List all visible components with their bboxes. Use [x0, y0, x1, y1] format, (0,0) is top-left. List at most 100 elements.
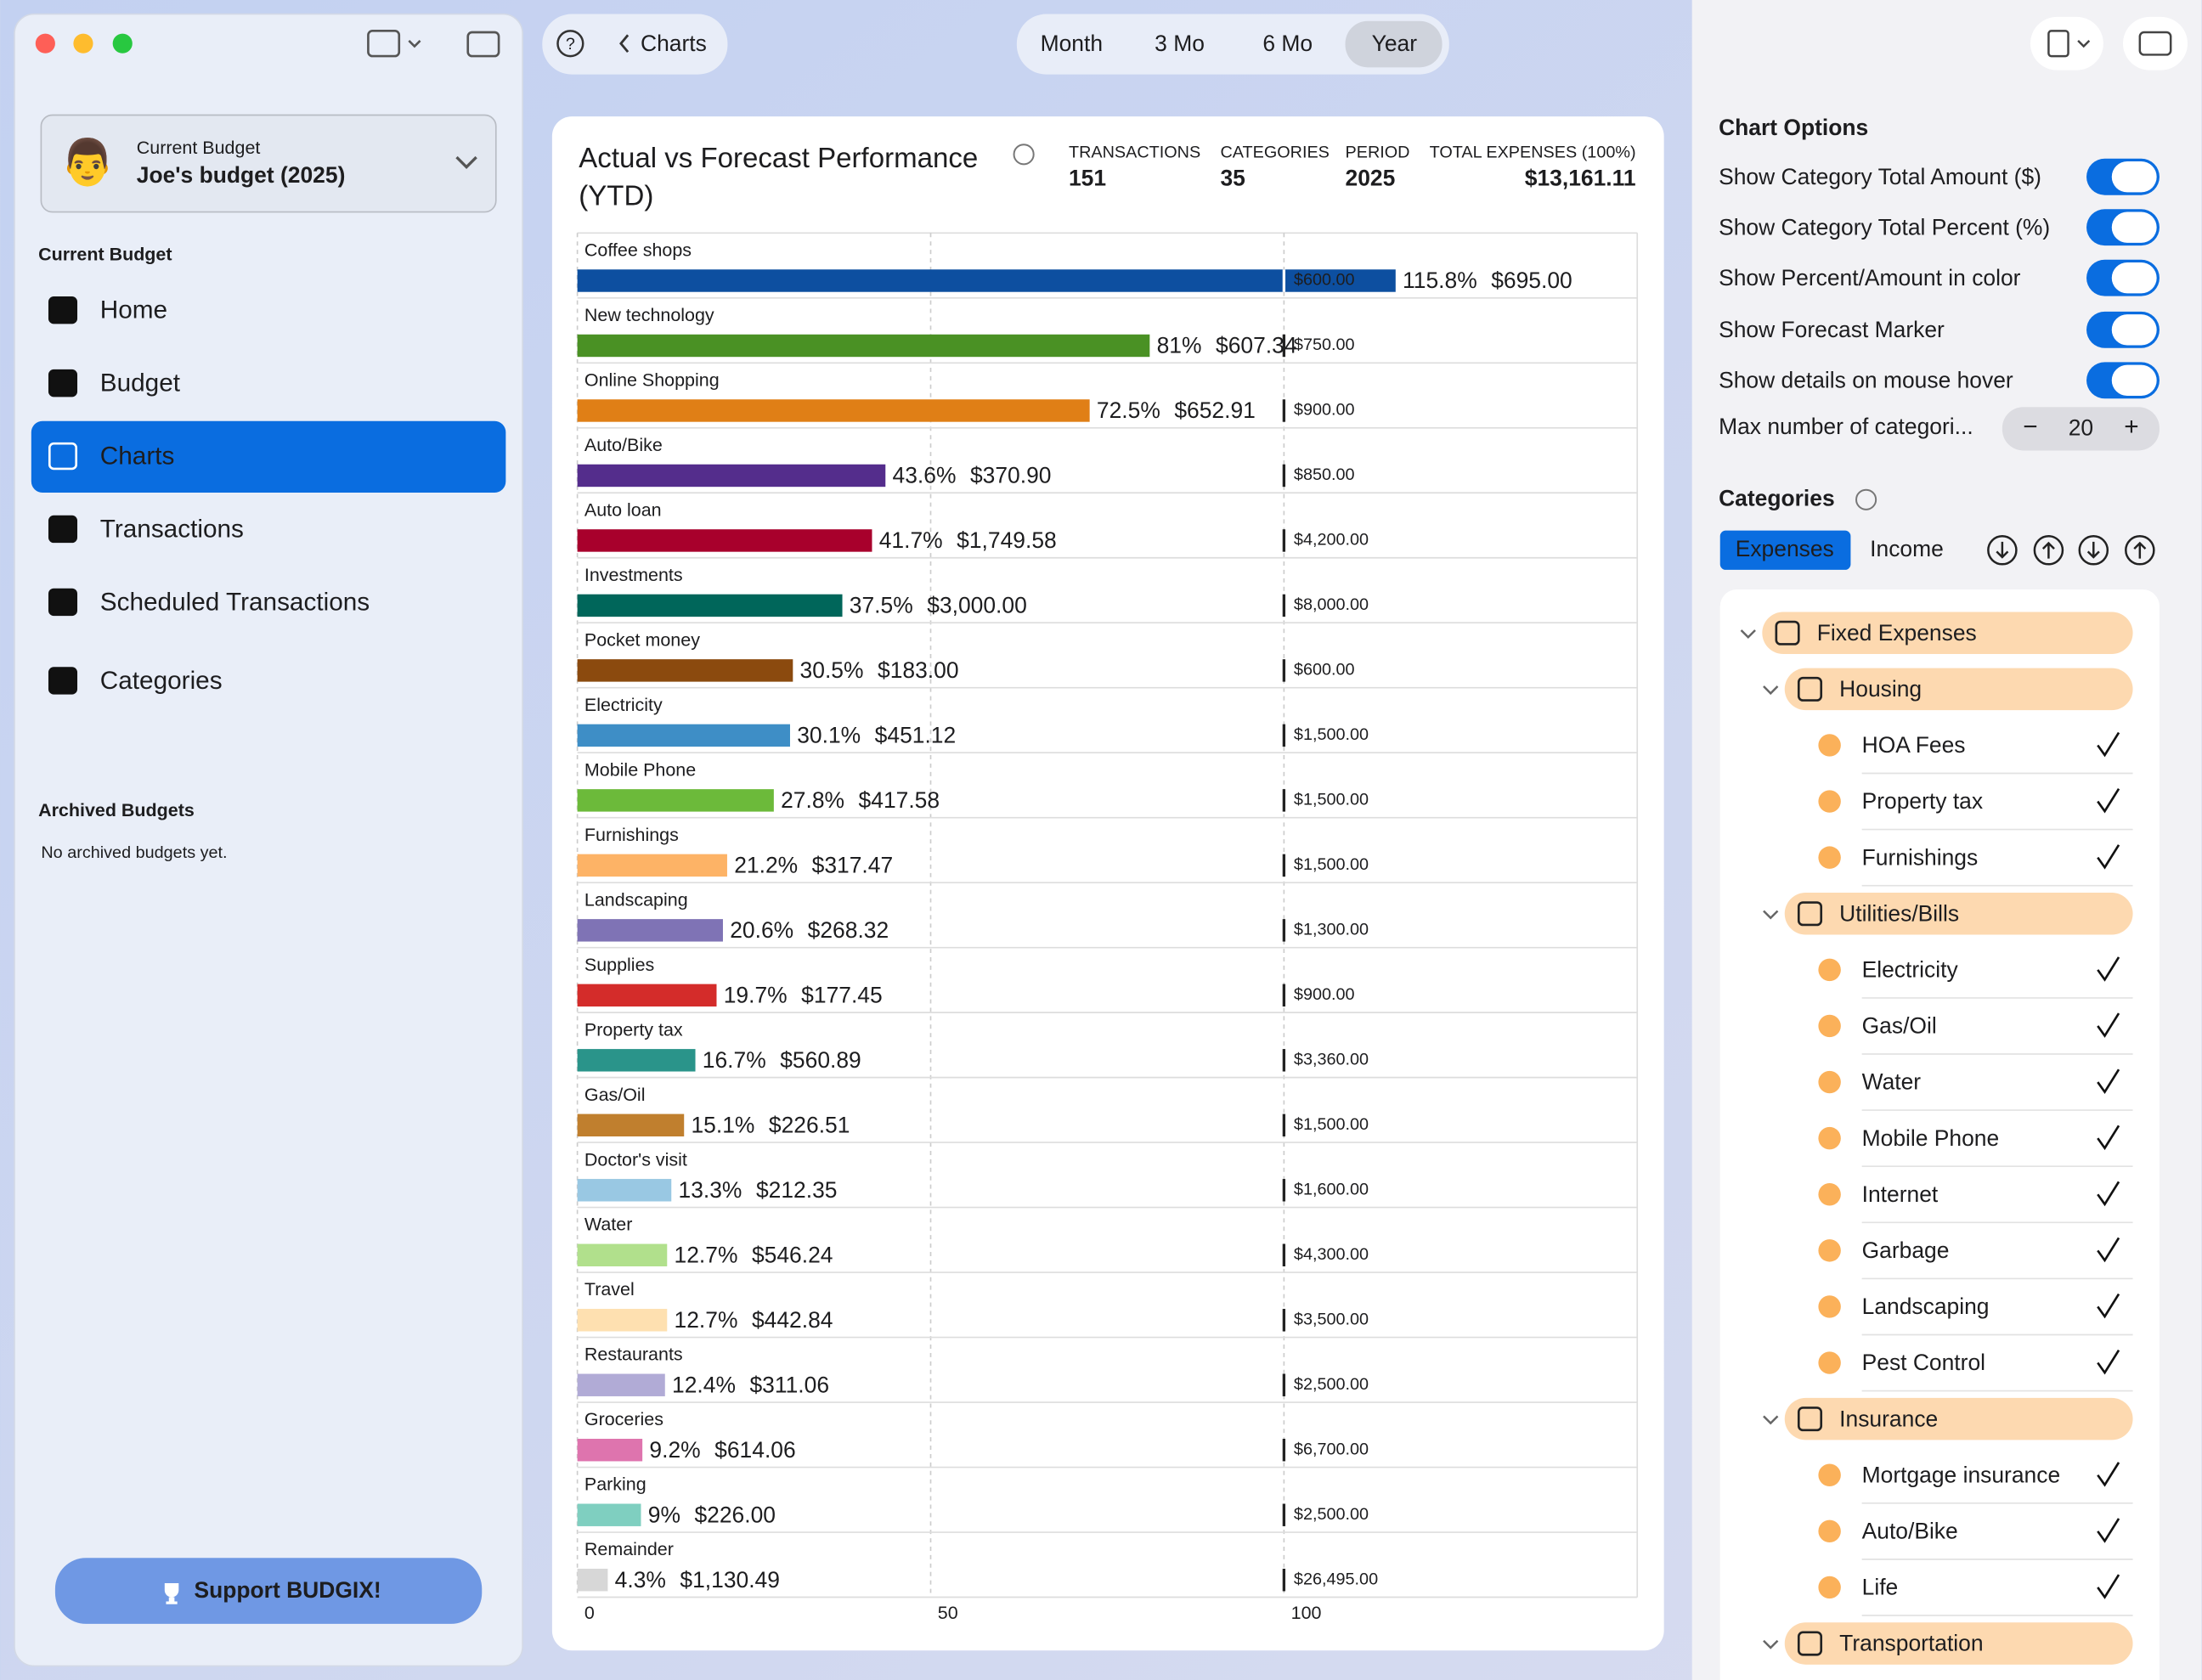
amount-label: $417.58 [859, 787, 940, 813]
disclosure[interactable] [1763, 1639, 1779, 1649]
percent-label: 27.8% [781, 787, 844, 813]
category-label[interactable]: Garbage [1862, 1237, 1950, 1263]
zoom-button[interactable] [112, 33, 133, 54]
sidebar-toggle[interactable] [466, 31, 500, 58]
toggle-label: Show Percent/Amount in color [1719, 265, 2021, 290]
sort-button[interactable] [1987, 535, 2018, 566]
period-option[interactable]: 3 Mo [1155, 31, 1205, 56]
nav-item[interactable]: Home [100, 296, 167, 324]
nav-item[interactable]: Categories [100, 667, 223, 695]
forecast-label: $26,495.00 [1294, 1570, 1378, 1588]
category-label[interactable]: Mobile Phone [1862, 1125, 2000, 1151]
minimize-button[interactable] [73, 33, 93, 54]
percent-label: 41.7% [879, 527, 943, 553]
category-label[interactable]: Water [1862, 1069, 1922, 1095]
group-icon [1775, 620, 1800, 646]
panel-title: Categories [1719, 485, 1835, 510]
tab[interactable]: Expenses [1736, 536, 1834, 561]
period-option[interactable]: 6 Mo [1262, 31, 1313, 56]
toolbar-button[interactable] [2030, 16, 2103, 70]
profile-icon[interactable] [367, 30, 401, 58]
toggle-label: Show Forecast Marker [1719, 317, 1945, 342]
disclosure[interactable] [1763, 1415, 1779, 1425]
forecast-label: $1,500.00 [1294, 725, 1369, 744]
decrement[interactable]: − [2023, 413, 2037, 441]
info-icon[interactable] [1855, 488, 1877, 510]
toggle-label: Show details on mouse hover [1719, 367, 2013, 392]
group-icon [1797, 1631, 1823, 1656]
period-selection [1345, 20, 1443, 68]
amount-label: $607.34 [1216, 333, 1297, 358]
category-label[interactable]: Life [1862, 1575, 1899, 1600]
section-label: Archived Budgets [38, 800, 195, 820]
category-icon [1818, 790, 1841, 813]
help-button[interactable] [556, 30, 584, 58]
nav-icon [48, 667, 78, 695]
category-label: Gas/Oil [584, 1085, 646, 1105]
disclosure[interactable] [1763, 685, 1779, 696]
category-label[interactable]: HOA Fees [1862, 732, 1966, 758]
category-label[interactable]: Landscaping [1862, 1294, 1990, 1319]
nav-pill [542, 14, 728, 75]
category-label[interactable]: Internet [1862, 1181, 1939, 1207]
x-tick-label: 0 [584, 1603, 595, 1623]
support-button[interactable] [54, 1558, 483, 1624]
category-label: Groceries [584, 1409, 663, 1429]
forecast-label: $1,300.00 [1294, 921, 1369, 939]
group-label[interactable]: Fixed Expenses [1817, 620, 1977, 646]
group-label[interactable]: Transportation [1839, 1631, 1983, 1656]
info-icon[interactable] [1013, 144, 1035, 166]
stat-value: $13,161.11 [1525, 165, 1636, 190]
x-tick-label: 50 [938, 1603, 958, 1623]
nav-item[interactable]: Scheduled Transactions [100, 588, 370, 616]
sort-button[interactable] [2078, 535, 2109, 566]
group-pill [1762, 612, 2133, 655]
period-option[interactable]: Year [1372, 31, 1418, 56]
budget-selector[interactable] [40, 114, 497, 213]
nav-item[interactable]: Budget [100, 369, 181, 397]
avatar: 👨 [59, 137, 116, 188]
category-label[interactable]: Furnishings [1862, 844, 1979, 870]
category-label: Property tax [584, 1019, 683, 1040]
amount-label: $226.00 [694, 1502, 776, 1527]
toolbar-button[interactable] [2122, 16, 2188, 70]
note: No archived budgets yet. [41, 843, 227, 862]
tab[interactable]: Income [1870, 536, 1944, 561]
percent-label: 72.5% [1097, 397, 1160, 423]
disclosure[interactable] [1763, 910, 1779, 920]
amount-label: $370.90 [970, 463, 1052, 488]
close-button[interactable] [35, 33, 55, 54]
amount-label: $442.84 [752, 1307, 833, 1333]
category-label[interactable]: Electricity [1862, 956, 1959, 982]
disclosure[interactable] [1740, 629, 1756, 639]
sort-button[interactable] [2125, 535, 2155, 566]
toggle-knob [2111, 364, 2157, 396]
percent-label: 16.7% [703, 1047, 766, 1073]
nav-item[interactable]: Charts [100, 443, 175, 471]
forecast-label: $2,500.00 [1294, 1505, 1369, 1524]
sort-button[interactable] [2033, 535, 2064, 566]
chart-subtitle: (YTD) [579, 181, 653, 212]
group-label[interactable]: Utilities/Bills [1839, 900, 1959, 926]
toggles: Show Category Total Amount ($) Show Categ… [1719, 158, 2160, 399]
category-icon [1818, 1014, 1841, 1038]
toggle-knob [2111, 262, 2157, 294]
increment[interactable]: + [2124, 413, 2138, 441]
group-label[interactable]: Housing [1839, 676, 1922, 702]
percent-label: 12.7% [675, 1242, 738, 1267]
support-label[interactable]: Support BUDGIX! [195, 1577, 381, 1603]
bar [577, 659, 793, 682]
periods: Month 3 Mo 6 Mo Year [1041, 31, 1418, 56]
category-label[interactable]: Auto/Bike [1862, 1518, 1958, 1543]
nav-item[interactable]: Transactions [100, 515, 244, 543]
period-option[interactable]: Month [1041, 31, 1103, 56]
category-label[interactable]: Mortgage insurance [1862, 1462, 2061, 1487]
category-label[interactable]: Property tax [1862, 788, 1983, 814]
category-label: Travel [584, 1279, 635, 1299]
chart-title: Actual vs Forecast Performance [579, 143, 978, 174]
category-label[interactable]: Pest Control [1862, 1350, 1985, 1375]
back-button[interactable]: Charts [641, 31, 707, 56]
group-label[interactable]: Insurance [1839, 1406, 1938, 1431]
category-label[interactable]: Gas/Oil [1862, 1013, 1937, 1039]
